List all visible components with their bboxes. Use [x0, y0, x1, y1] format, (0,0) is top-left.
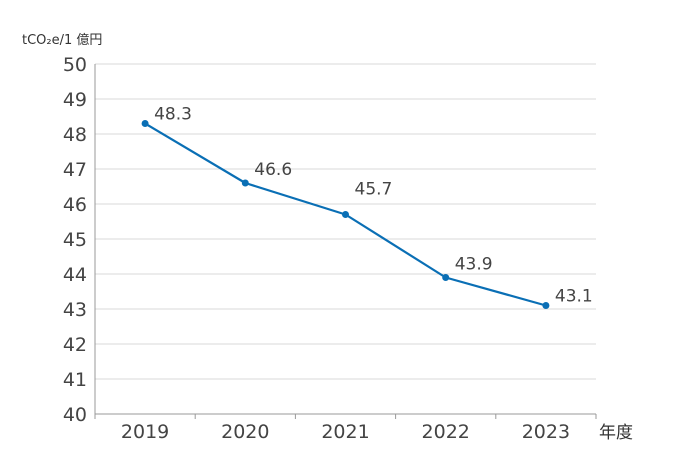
data-label: 48.3 — [154, 105, 192, 125]
data-point — [342, 211, 349, 218]
x-axis-ticks: 2019 2020 2021 2022 2023 — [94, 414, 597, 443]
data-point — [141, 120, 149, 127]
y-tick-label: 48 — [63, 124, 87, 146]
x-axis-title: 年度 — [599, 423, 633, 443]
data-labels: 48.3 46.6 45.7 43.9 43.1 — [154, 105, 593, 307]
x-tick-label: 2020 — [221, 421, 269, 443]
data-point — [542, 302, 550, 309]
y-tick-label: 46 — [63, 194, 87, 216]
y-tick-label: 43 — [63, 299, 87, 321]
y-tick-label: 47 — [63, 159, 87, 181]
y-tick-label: 50 — [63, 54, 87, 76]
data-label: 43.9 — [455, 255, 493, 275]
x-tick-label: 2021 — [321, 421, 369, 443]
y-tick-label: 49 — [63, 89, 87, 111]
y-tick-label: 42 — [63, 334, 87, 356]
gridlines — [95, 63, 596, 380]
y-tick-label: 41 — [63, 369, 87, 391]
y-tick-label: 45 — [63, 229, 87, 251]
x-tick-label: 2023 — [522, 421, 570, 443]
axes — [94, 64, 596, 415]
y-tick-label: 44 — [63, 264, 87, 286]
y-axis-ticks: 40 41 42 43 44 45 46 47 48 49 50 — [63, 54, 87, 426]
x-tick-label: 2022 — [422, 421, 470, 443]
data-label: 46.6 — [254, 160, 292, 180]
data-label: 43.1 — [555, 287, 593, 307]
data-point — [241, 179, 249, 187]
y-axis-unit-label: tCO₂e/1 億円 — [22, 32, 102, 48]
x-tick-label: 2019 — [121, 421, 169, 443]
data-points — [141, 120, 550, 309]
y-tick-label: 40 — [63, 404, 87, 426]
data-point — [442, 274, 450, 281]
data-label: 45.7 — [355, 180, 393, 200]
